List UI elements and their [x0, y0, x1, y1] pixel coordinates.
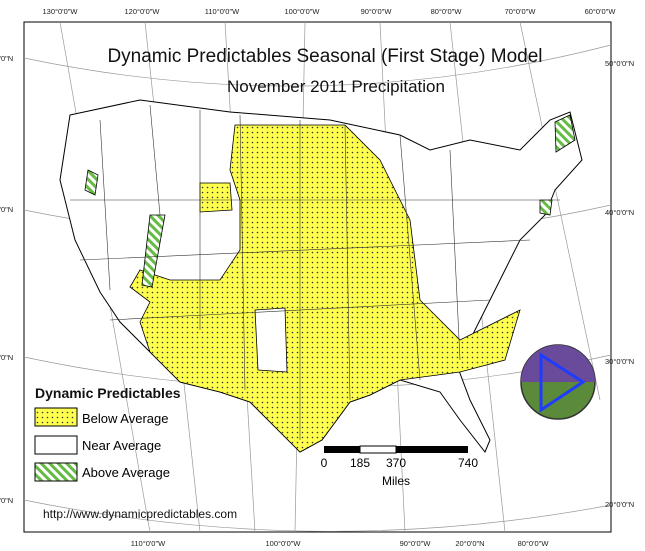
legend: Dynamic Predictables Below Average Near … — [34, 385, 181, 482]
subtitle: November 2011 Precipitation — [227, 77, 445, 96]
graticule-label: 90°0'0"W — [400, 539, 432, 548]
graticule-label: 110°0'0"W — [131, 539, 166, 548]
below-average-region — [199, 182, 233, 213]
graticule-label: 20°0'0"N — [455, 539, 484, 548]
scale-label: 370 — [386, 456, 406, 470]
graticule-labels: 130°0'0"W 120°0'0"W 110°0'0"W 100°0'0"W 90°0… — [0, 7, 634, 548]
legend-label: Above Average — [82, 465, 170, 480]
frame — [23, 21, 612, 533]
legend-label: Below Average — [82, 411, 169, 426]
graticule-label: 120°0'0"W — [124, 7, 160, 16]
scale-unit: Miles — [382, 474, 410, 488]
graticule-label: 110°0'0"W — [205, 7, 240, 16]
near-average-region — [254, 307, 288, 373]
graticule-label: 70°0'0"W — [505, 7, 537, 16]
scale-label: 0 — [321, 456, 328, 470]
graticule-label: 20°0'0"N — [0, 496, 13, 505]
legend-title: Dynamic Predictables — [35, 385, 181, 401]
legend-swatch — [34, 462, 78, 482]
graticule-label: 50°0'0"N — [0, 54, 13, 63]
logo — [520, 344, 596, 420]
graticule-label: 40°0'0"N — [605, 208, 634, 217]
scale-segment — [396, 446, 468, 453]
above-average-region — [539, 199, 553, 216]
url: http://www.dynamicpredictables.com — [43, 507, 237, 521]
meridian — [519, 21, 601, 401]
logo-arrow — [539, 352, 586, 413]
scale-segment — [324, 446, 360, 453]
graticule-label: 20°0'0"N — [605, 500, 634, 509]
legend-swatch — [34, 435, 78, 455]
graticule-label: 100°0'0"W — [265, 539, 301, 548]
graticule-label: 30°0'0"N — [605, 357, 634, 366]
graticule-label: 80°0'0"W — [518, 539, 550, 548]
legend-swatch — [34, 407, 78, 427]
below-average-region — [129, 124, 521, 453]
graticule-label: 100°0'0"W — [284, 7, 320, 16]
legend-label: Near Average — [82, 438, 161, 453]
parallel — [23, 44, 612, 87]
above-average-region — [554, 114, 576, 153]
parallel — [23, 499, 612, 532]
graticule-label: 90°0'0"W — [361, 7, 393, 16]
scale-label: 185 — [350, 456, 370, 470]
state-lines — [70, 104, 560, 440]
scale-label: 740 — [458, 456, 478, 470]
graticule-label: 40°0'0"N — [0, 205, 13, 214]
graticule-label: 30°0'0"N — [0, 353, 13, 362]
title: Dynamic Predictables Seasonal (First Sta… — [107, 46, 542, 67]
graticule-label: 60°0'0"W — [585, 7, 617, 16]
scale-segment — [359, 445, 397, 454]
graticule-label: 80°0'0"W — [431, 7, 463, 16]
above-average-region — [84, 169, 99, 196]
state-boundary — [70, 104, 560, 440]
graticule-label: 50°0'0"N — [605, 59, 634, 68]
scale-bar: 0 185 370 740 Miles — [321, 445, 478, 488]
graticule-label: 130°0'0"W — [42, 7, 78, 16]
